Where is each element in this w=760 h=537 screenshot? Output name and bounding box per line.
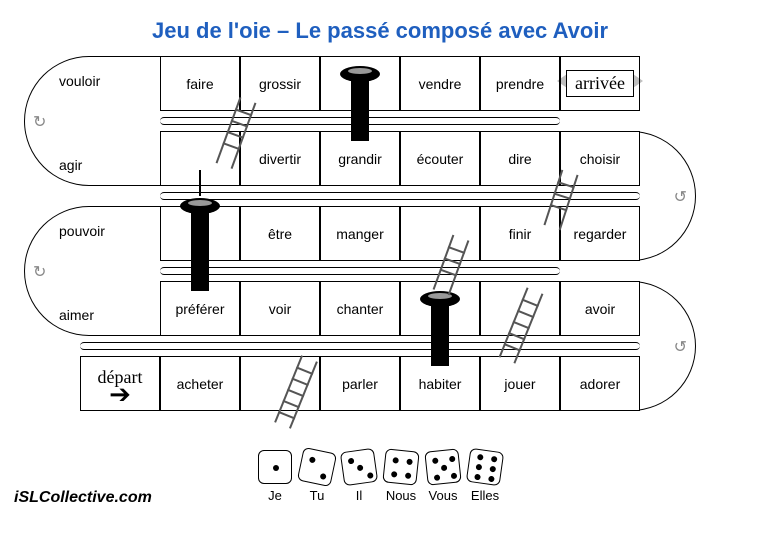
die-icon [466, 448, 504, 486]
board-cell: faire [160, 56, 240, 111]
board-cell [80, 131, 160, 186]
die-label: Tu [310, 488, 325, 503]
chute-line [199, 170, 201, 196]
die-label: Elles [471, 488, 499, 503]
board-cell: adorer [560, 356, 640, 411]
board-cell [80, 56, 160, 111]
die-wrap: Vous [426, 450, 460, 503]
board-cell: acheter [160, 356, 240, 411]
turn-arrow-icon: ↺ [674, 337, 687, 357]
die-wrap: Nous [384, 450, 418, 503]
chute [431, 303, 449, 366]
die-icon [382, 448, 419, 485]
row-separator [80, 342, 640, 350]
watermark: iSLCollective.com [14, 489, 152, 507]
die-icon [258, 450, 292, 484]
turn-arrow-icon: ↺ [674, 187, 687, 207]
chute [191, 210, 209, 291]
die-label: Il [356, 488, 363, 503]
die-icon [340, 448, 378, 486]
die-wrap: Elles [468, 450, 502, 503]
depart-arrow-icon: ➔ [109, 388, 131, 401]
board-cell: chanter [320, 281, 400, 336]
board-cell: départ➔ [80, 356, 160, 411]
board-cell [400, 206, 480, 261]
game-board: ↻vouloiragir↺↻pouvoiraimer↺fairegrossirv… [80, 56, 680, 436]
board-cell [80, 206, 160, 261]
die-label: Vous [429, 488, 458, 503]
die-wrap: Tu [300, 450, 334, 503]
board-cell: regarder [560, 206, 640, 261]
cap-label: agir [59, 157, 82, 173]
chute [351, 78, 369, 141]
die-wrap: Je [258, 450, 292, 503]
board-cell: prendre [480, 56, 560, 111]
board-cell: jouer [480, 356, 560, 411]
die-icon [297, 447, 337, 487]
board-cell: écouter [400, 131, 480, 186]
board-cell [80, 281, 160, 336]
die-icon [424, 448, 461, 485]
board-cell: être [240, 206, 320, 261]
turn-arrow-icon: ↻ [33, 262, 46, 282]
die-wrap: Il [342, 450, 376, 503]
die-label: Nous [386, 488, 416, 503]
board-cell: manger [320, 206, 400, 261]
arrivee-ribbon: arrivée [566, 70, 634, 97]
board-cell: arrivée [560, 56, 640, 111]
row-separator [160, 267, 560, 275]
turn-arrow-icon: ↻ [33, 112, 46, 132]
page-title: Jeu de l'oie – Le passé composé avec Avo… [0, 0, 760, 52]
board-cell: voir [240, 281, 320, 336]
board-cell: divertir [240, 131, 320, 186]
board-cell: vendre [400, 56, 480, 111]
board-cell: avoir [560, 281, 640, 336]
die-label: Je [268, 488, 282, 503]
board-cell: dire [480, 131, 560, 186]
board-cell: parler [320, 356, 400, 411]
